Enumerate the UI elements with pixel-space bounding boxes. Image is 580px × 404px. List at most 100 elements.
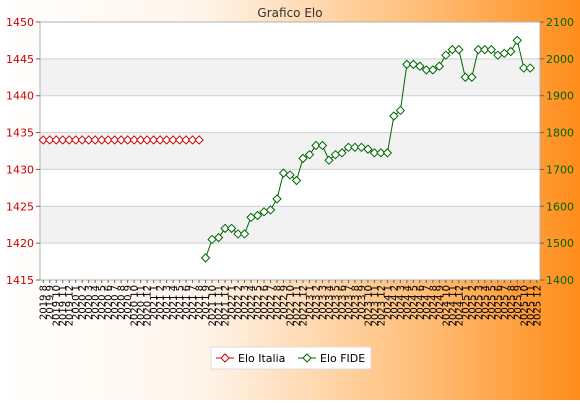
x-tick-label: 2024 9	[435, 285, 446, 320]
x-tick-label: 2025 1	[461, 285, 472, 320]
data-point	[252, 210, 263, 221]
x-tick-label: 2024 2	[389, 285, 400, 320]
y-right-tick-label: 2100	[546, 16, 574, 29]
data-point	[265, 205, 276, 215]
x-tick-label: 2019 9	[45, 285, 56, 320]
data-point	[64, 135, 74, 145]
x-tick-label: 2020 5	[97, 285, 108, 320]
data-point	[129, 135, 139, 145]
data-point	[58, 135, 68, 145]
x-tick-label: 2020 10	[130, 285, 141, 326]
x-tick-label: 2022 3	[240, 285, 251, 320]
x-tick-label: 2022 6	[260, 285, 271, 320]
data-point	[337, 148, 347, 158]
y-left-tick-label: 1435	[6, 127, 34, 140]
data-point	[304, 149, 315, 160]
legend-italia-label: Elo Italia	[238, 352, 285, 365]
chart-title: Grafico Elo	[257, 6, 322, 20]
x-tick-label: 2021 10	[208, 285, 219, 326]
data-point	[272, 194, 282, 204]
x-tick-label: 2021 12	[221, 285, 232, 326]
data-point	[239, 229, 250, 239]
x-tick-label: 2021 6	[182, 285, 193, 320]
grid-band	[40, 206, 540, 244]
x-tick-label: 2019 8	[39, 285, 50, 320]
legend-fide-marker	[302, 353, 312, 363]
x-tick-label: 2020 9	[123, 285, 134, 320]
x-tick-label: 2021 3	[162, 285, 173, 320]
data-point	[285, 170, 295, 180]
x-tick-label: 2019 12	[65, 285, 76, 326]
y-left-tick-label: 1445	[6, 53, 34, 66]
y-left-tick-label: 1450	[6, 16, 34, 29]
data-point	[460, 72, 471, 82]
data-point	[421, 65, 432, 75]
data-point	[83, 135, 94, 145]
x-tick-label: 2025 3	[474, 285, 485, 320]
data-point	[376, 148, 386, 158]
y-left-tick-label: 1440	[6, 90, 34, 103]
data-point	[473, 44, 484, 55]
data-point	[116, 135, 126, 145]
x-tick-label: 2020 1	[71, 285, 82, 320]
data-point	[486, 44, 497, 55]
x-tick-label: 2022 9	[279, 285, 290, 320]
legend-box	[210, 346, 372, 370]
x-tick-label: 2024 1	[383, 285, 394, 320]
data-point	[278, 168, 289, 178]
x-tick-label: 2021 11	[214, 285, 225, 326]
data-point	[369, 148, 380, 158]
x-tick-label: 2025 11	[526, 285, 537, 326]
x-tick-label: 2022 1	[227, 285, 238, 320]
data-point	[428, 65, 438, 75]
data-point	[96, 135, 107, 145]
x-tick-label: 2024 10	[441, 285, 452, 326]
x-tick-label: 2024 11	[448, 285, 459, 326]
y-axis-right: 1400 1500 1600 1700 1800 1900 2000 2100	[540, 16, 574, 287]
x-tick-label: 2025 2	[467, 285, 478, 320]
data-point	[298, 153, 308, 164]
x-tick-label: 2025 12	[532, 285, 543, 326]
data-point	[291, 175, 302, 186]
data-point	[467, 72, 477, 82]
data-point	[350, 142, 360, 153]
x-tick-label: 2025 9	[513, 285, 524, 320]
x-tick-label: 2021 8	[195, 285, 206, 320]
x-tick-label: 2023 1	[305, 285, 316, 320]
data-point	[155, 135, 165, 145]
y-right-tick-label: 1700	[546, 163, 574, 176]
data-point	[77, 135, 87, 145]
x-tick-label: 2022 8	[273, 285, 284, 320]
data-point	[168, 135, 178, 145]
data-point	[109, 135, 120, 145]
y-left-tick-label: 1415	[6, 274, 34, 287]
x-tick-label: 2022 10	[286, 285, 297, 326]
x-tick-label: 2024 7	[422, 285, 433, 320]
data-point	[415, 61, 425, 71]
data-point	[402, 59, 412, 70]
x-tick-label: 2020 7	[110, 285, 121, 320]
x-tick-label: 2021 2	[156, 285, 167, 320]
x-tick-label: 2024 6	[415, 285, 426, 320]
x-tick-label: 2025 7	[500, 285, 511, 320]
x-tick-label: 2020 2	[78, 285, 89, 320]
x-tick-label: 2023 3	[318, 285, 329, 320]
data-point	[317, 140, 328, 151]
x-tick-label: 2021 4	[169, 285, 180, 320]
y-right-tick-label: 1400	[546, 274, 574, 287]
data-point	[213, 232, 224, 243]
y-right-tick-label: 1900	[546, 90, 574, 103]
x-tick-label: 2022 11	[292, 285, 303, 326]
data-point	[343, 142, 354, 153]
data-point	[200, 253, 211, 263]
data-point	[45, 135, 55, 145]
x-tick-label: 2021 1	[149, 285, 160, 320]
x-tick-label: 2024 4	[402, 285, 413, 320]
data-point	[525, 63, 535, 73]
plot-bands	[40, 58, 540, 244]
legend-italia-marker	[220, 353, 230, 363]
data-point	[103, 135, 113, 145]
x-tick-label: 2025 8	[506, 285, 517, 320]
